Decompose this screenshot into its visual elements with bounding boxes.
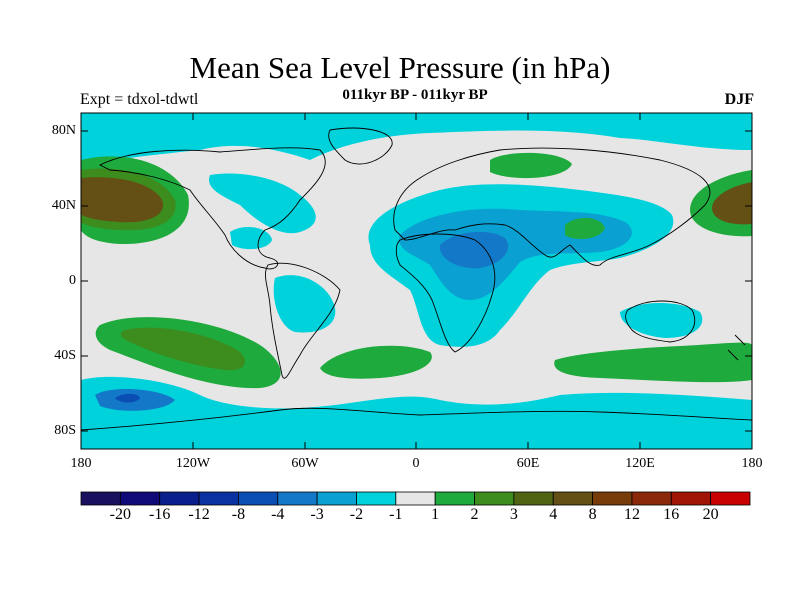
- coast-greenland: [328, 127, 393, 165]
- colorbar-label: -20: [109, 506, 131, 523]
- colorbar-label: -16: [149, 506, 171, 523]
- colorbar-swatch-8: [395, 491, 436, 506]
- colorbar-label: 1: [431, 506, 440, 523]
- colorbar-swatch-16: [710, 491, 751, 506]
- colorbar-swatch-14: [631, 491, 672, 506]
- colorbar-label: -4: [271, 506, 285, 523]
- colorbar-swatch-15: [670, 491, 712, 506]
- lat-label-80n: 80N: [51, 123, 76, 138]
- field-satlantic-positive: [320, 345, 432, 379]
- lat-label-80s: 80S: [54, 423, 76, 438]
- lat-ticks: [81, 130, 752, 432]
- season-label: DJF: [724, 91, 754, 108]
- experiment-label: Expt = tdxol-tdwtl: [80, 91, 199, 108]
- field-namerica-negative: [209, 173, 316, 234]
- lat-label-0: 0: [69, 273, 76, 288]
- lon-label-120e: 120E: [625, 456, 655, 471]
- colorbar-label: 16: [663, 506, 680, 523]
- colorbar-swatch-4: [238, 491, 279, 506]
- colorbar-swatch-9: [434, 491, 475, 506]
- colorbar-label: 4: [549, 506, 558, 523]
- colorbar-label: 8: [588, 506, 597, 523]
- coast-south-america: [265, 262, 341, 379]
- colorbar-label: 20: [702, 506, 719, 523]
- field-caribbean-negative: [230, 226, 272, 250]
- lon-label-0: 0: [412, 456, 420, 471]
- coast-australia: [625, 300, 696, 343]
- colorbar-swatch-11: [513, 491, 554, 506]
- field-australia-negative: [620, 303, 703, 338]
- lon-label-120w: 120W: [175, 456, 211, 471]
- colorbar-label: 2: [470, 506, 479, 523]
- lon-label-60e: 60E: [516, 456, 540, 471]
- field-sindian-positive: [554, 342, 752, 383]
- field-tibet-positive: [565, 217, 605, 240]
- lat-label-40n: 40N: [51, 198, 76, 213]
- field-spacific-positive-inner: [120, 327, 245, 371]
- colorbar-label: -8: [231, 506, 246, 523]
- lat-label-40s: 40S: [54, 348, 76, 363]
- coastlines: [80, 127, 753, 431]
- colorbar-swatch-13: [592, 491, 633, 506]
- field-amundsen-core: [115, 393, 140, 403]
- field-siberia-positive: [490, 152, 572, 179]
- coast-eurasia: [393, 147, 711, 266]
- chart-title: Mean Sea Level Pressure (in hPa): [189, 50, 611, 85]
- period-label: 011kyr BP - 011kyr BP: [342, 87, 488, 103]
- colorbar-swatch-0: [80, 491, 121, 506]
- colorbar-swatch-6: [316, 491, 357, 506]
- map-fields: [81, 113, 752, 449]
- colorbar-swatch-2: [159, 491, 200, 506]
- colorbar-swatch-1: [119, 491, 161, 506]
- field-atlantic-negative: [273, 275, 336, 333]
- colorbar-swatch-5: [277, 491, 318, 506]
- field-npacific-core: [81, 177, 164, 223]
- colorbar-label: -3: [310, 506, 324, 523]
- field-southern-ocean-negative: [81, 376, 752, 449]
- colorbar-label: 3: [509, 506, 518, 523]
- lon-label-180w: 180: [70, 456, 92, 471]
- field-nwpacific-core: [712, 182, 752, 225]
- coast-antarctica: [80, 407, 753, 431]
- colorbar-swatch-12: [552, 491, 593, 506]
- colorbar-swatch-3: [198, 491, 239, 506]
- colorbar-label: -12: [188, 506, 210, 523]
- coast-north-america: [98, 147, 326, 270]
- colorbar-swatch-7: [356, 491, 397, 506]
- lon-label-180e: 180: [741, 456, 763, 471]
- colorbar-label: 12: [623, 506, 640, 523]
- colorbar-label: -1: [389, 506, 403, 523]
- lon-ticks: [192, 113, 641, 449]
- colorbar-label: -2: [349, 506, 364, 523]
- coast-new-zealand: [727, 334, 746, 361]
- field-arctic-negative: [81, 113, 752, 165]
- coast-africa: [395, 233, 496, 353]
- colorbar-swatch-10: [474, 491, 515, 506]
- lon-label-60w: 60W: [291, 456, 319, 471]
